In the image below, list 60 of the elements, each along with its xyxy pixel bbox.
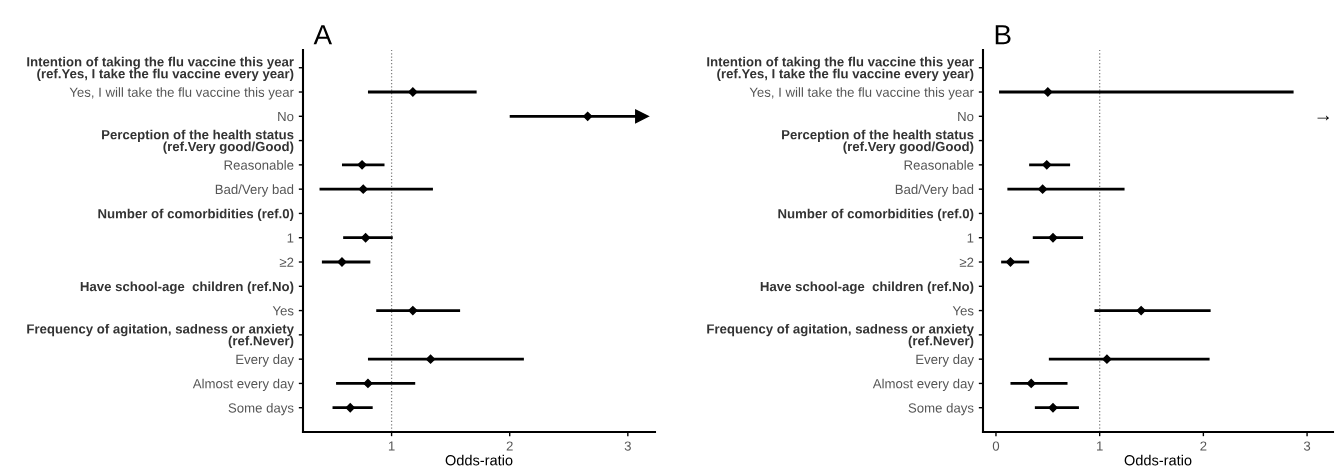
point	[345, 403, 355, 413]
y-tick-label: Have school-age children (ref.No)	[80, 281, 294, 294]
y-tick-label: Intention of taking the flu vaccine this year (ref.Yes, I take the flu vaccine every year)	[707, 56, 974, 81]
y-tick-label: Some days	[228, 402, 294, 416]
y-tick-label: Yes	[952, 306, 974, 316]
x-tick-label: 2	[506, 441, 513, 451]
point	[425, 354, 436, 364]
y-tick-label: Reasonable	[904, 160, 974, 170]
point	[1038, 184, 1048, 194]
chart-title: A	[313, 25, 333, 45]
y-tick-label: Bad/Very bad	[895, 184, 974, 197]
y-tick-label: ≥2	[279, 257, 294, 267]
point	[1102, 354, 1112, 364]
y-tick-label: Yes	[272, 306, 294, 316]
point	[360, 233, 371, 243]
point	[408, 305, 418, 316]
x-tick-label: 1	[1097, 441, 1103, 451]
y-tick-label: 1	[287, 233, 294, 243]
y-tick-label: Reasonable	[224, 160, 294, 170]
point	[1005, 257, 1016, 267]
y-tick-label: Number of comorbidities (ref.0)	[98, 208, 294, 221]
y-tick-label: Have school-age children (ref.No)	[760, 281, 974, 294]
y-tick-label: Almost every day	[192, 378, 294, 391]
x-tick-label: 0	[992, 441, 1000, 451]
y-tick-label: Yes, I will take the flu vaccine this year	[749, 87, 974, 100]
x-axis-title: Odds-ratio	[1124, 454, 1192, 466]
x-axis-title: Odds-ratio	[445, 454, 513, 466]
point	[1042, 160, 1052, 170]
y-tick-label: Frequency of agitation, sadness or anxiety (ref.Never)	[27, 323, 294, 349]
y-tick-label: Some days	[908, 402, 974, 416]
point	[1048, 403, 1058, 413]
text: →	[1317, 115, 1330, 121]
y-tick-label: Number of comorbidities (ref.0)	[778, 208, 974, 221]
y-tick-label: Every day	[236, 354, 294, 367]
point	[358, 184, 368, 194]
y-tick-label: No	[278, 112, 294, 122]
y-tick-label: Perception of the health status (ref.Very good/Good)	[782, 129, 974, 154]
y-tick-label: Every day	[916, 354, 974, 367]
y-tick-label: Almost every day	[872, 378, 974, 391]
y-tick-label: Yes, I will take the flu vaccine this year	[69, 87, 294, 100]
y-tick-label: Perception of the health status (ref.Very good/Good)	[102, 129, 294, 154]
y-tick-label: Frequency of agitation, sadness or anxiety (ref.Never)	[707, 323, 974, 349]
x-tick-label: 1	[388, 441, 395, 451]
y-tick-label: Intention of taking the flu vaccine this year (ref.Yes, I take the flu vaccine every year)	[27, 56, 294, 81]
point	[1048, 233, 1058, 243]
x-tick-label: 2	[1200, 441, 1207, 451]
x-tick-label: 3	[624, 441, 631, 451]
point	[1136, 305, 1146, 316]
point	[357, 160, 367, 170]
point	[1026, 378, 1036, 389]
point	[583, 111, 593, 121]
y-tick-label: Bad/Very bad	[215, 184, 294, 197]
y-tick-label: No	[958, 112, 974, 122]
point	[1043, 87, 1053, 97]
y-tick-label: 1	[967, 233, 974, 243]
chart-title: B	[995, 25, 1011, 45]
point	[363, 378, 373, 389]
point	[408, 87, 418, 97]
y-tick-label: ≥2	[959, 257, 974, 267]
x-tick-label: 3	[1303, 441, 1311, 451]
